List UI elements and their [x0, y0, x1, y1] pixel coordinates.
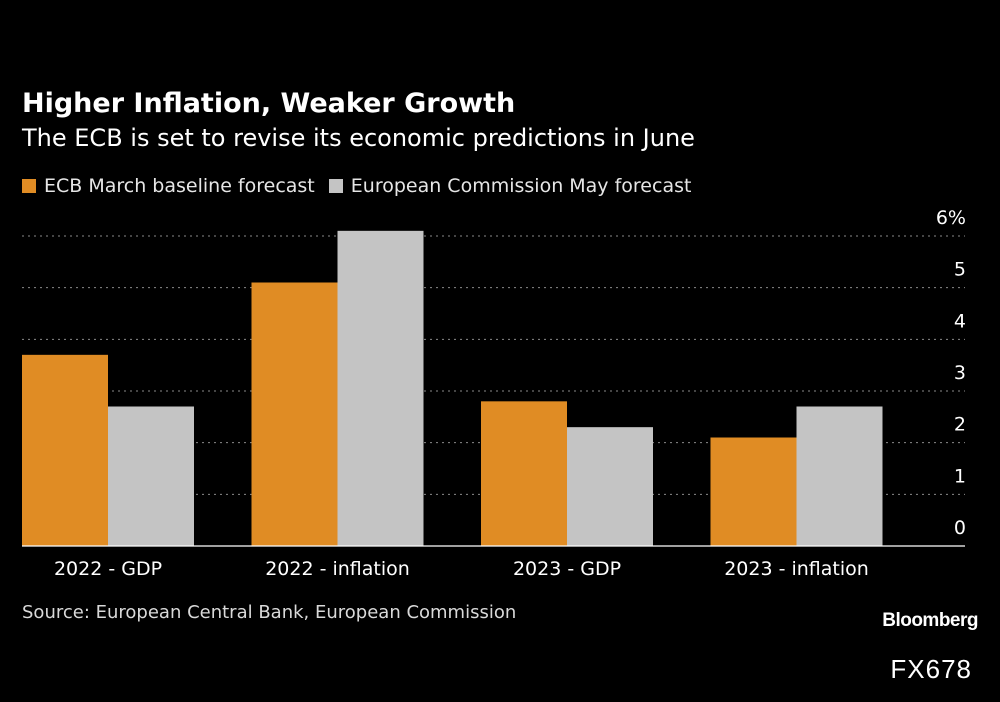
bar-commission	[337, 230, 424, 547]
legend-swatch-commission	[328, 179, 343, 193]
x-tick-label: 2023 - GDP	[513, 558, 621, 580]
y-axis-ticks: 0 1 2 3 4 5 6%	[936, 207, 966, 539]
watermark-code: FX678	[890, 654, 972, 684]
bars	[22, 230, 883, 547]
chart-subtitle: The ECB is set to revise its economic pr…	[22, 124, 695, 152]
chart-title: Higher Inflation, Weaker Growth	[22, 88, 516, 119]
bar-commission	[567, 427, 653, 546]
y-tick-label: 3	[954, 362, 966, 384]
bar-ecb	[251, 282, 338, 546]
x-tick-label: 2023 - inflation	[724, 558, 869, 580]
y-tick-label: 6%	[936, 207, 966, 229]
legend-item-commission: European Commission May forecast	[328, 175, 692, 197]
chart-legend: ECB March baseline forecast European Com…	[22, 175, 705, 197]
legend-item-ecb: ECB March baseline forecast	[22, 175, 315, 197]
y-tick-label: 2	[954, 414, 966, 436]
bar-commission	[796, 406, 883, 546]
legend-swatch-ecb	[22, 179, 36, 193]
bloomberg-logo: Bloomberg	[882, 610, 978, 631]
x-axis-ticks: 2022 - GDP 2022 - inflation 2023 - GDP 2023…	[54, 558, 869, 580]
source-note: Source: European Central Bank, European …	[22, 602, 517, 623]
y-tick-label: 0	[954, 517, 966, 539]
x-tick-label: 2022 - GDP	[54, 558, 162, 580]
y-tick-label: 4	[954, 310, 966, 332]
bar-ecb	[22, 354, 108, 546]
y-tick-label: 1	[954, 465, 966, 487]
y-tick-label: 5	[954, 259, 966, 281]
legend-label-ecb: ECB March baseline forecast	[44, 175, 315, 197]
legend-label-commission: European Commission May forecast	[350, 175, 692, 197]
bar-ecb	[710, 437, 797, 546]
bar-ecb	[481, 401, 567, 546]
x-tick-label: 2022 - inflation	[265, 558, 410, 580]
bar-commission	[108, 406, 194, 546]
